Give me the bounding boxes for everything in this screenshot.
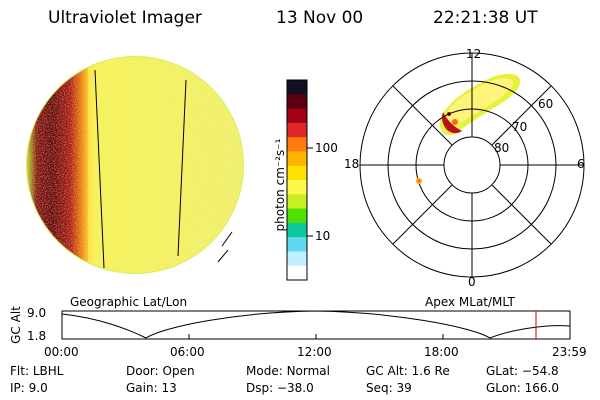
filter-info: Flt: LBHL [10,364,64,378]
timeline-xtick: 12:00 [297,345,332,359]
colorbar-segment [287,122,307,138]
colorbar-segment [287,265,307,281]
auroral-oval [439,73,521,136]
polar-label: Apex MLat/MLT [425,295,515,309]
timeline-xtick: 06:00 [170,345,205,359]
dsp-info: Dsp: −38.0 [246,381,314,395]
longitude-line [94,69,105,269]
gain-info: Gain: 13 [126,381,177,395]
time-text: 22:21:38 UT [433,8,538,28]
instrument-title: Ultraviolet Imager [48,8,202,28]
lat-label-70: 70 [512,120,528,134]
mlt-label-12: 12 [466,47,482,61]
timeline-xtick: 00:00 [44,345,79,359]
coast-line [221,231,233,247]
colorbar-tick-label: 100 [315,141,338,155]
mlt-label-6: 6 [577,157,585,171]
colorbar-frame [286,79,308,281]
colorbar-segment [287,251,307,267]
gcalt-info: GC Alt: 1.6 Re [366,364,450,378]
colorbar-tick-label: 10 [315,229,331,243]
mlt-label-0: 0 [468,275,476,289]
colorbar-segment [287,180,307,195]
colorbar-segment [287,151,307,167]
colorbar-segment [287,208,307,224]
mlt-label-18: 18 [344,157,360,171]
colorbar-segment [287,80,307,95]
timeline-xtick: 23:59 [552,345,587,359]
mode-info: Mode: Normal [246,364,330,378]
colorbar-segment [287,137,307,152]
globe-label: Geographic Lat/Lon [70,295,188,309]
colorbar-segment [287,108,307,124]
door-info: Door: Open [126,364,195,378]
seq-info: Seq: 39 [366,381,412,395]
colorbar-label: photon cm⁻²s⁻¹ [273,138,287,232]
colorbar-segment [287,94,307,110]
lat-label-80: 80 [494,141,510,155]
glon-info: GLon: 166.0 [486,381,559,395]
timeline-xtick: 18:00 [424,345,459,359]
longitude-line [177,79,187,257]
colorbar-segment [287,194,307,210]
timeline-ytick: 1.8 [27,329,47,343]
colorbar [286,79,308,281]
date-text: 13 Nov 00 [276,8,364,28]
coast-line [217,249,229,263]
timeline-ytick: 9.0 [27,306,47,320]
ip-info: IP: 9.0 [10,381,48,395]
polar-plot [359,52,585,278]
lat-label-60: 60 [538,97,554,111]
glat-info: GLat: −54.8 [486,364,559,378]
colorbar-segment [287,237,307,252]
colorbar-segment [287,222,307,238]
colorbar-segment [287,165,307,181]
timeline-ylabel: GC Alt [9,306,23,344]
globe-image [26,56,244,274]
timeline-plot [61,310,571,340]
